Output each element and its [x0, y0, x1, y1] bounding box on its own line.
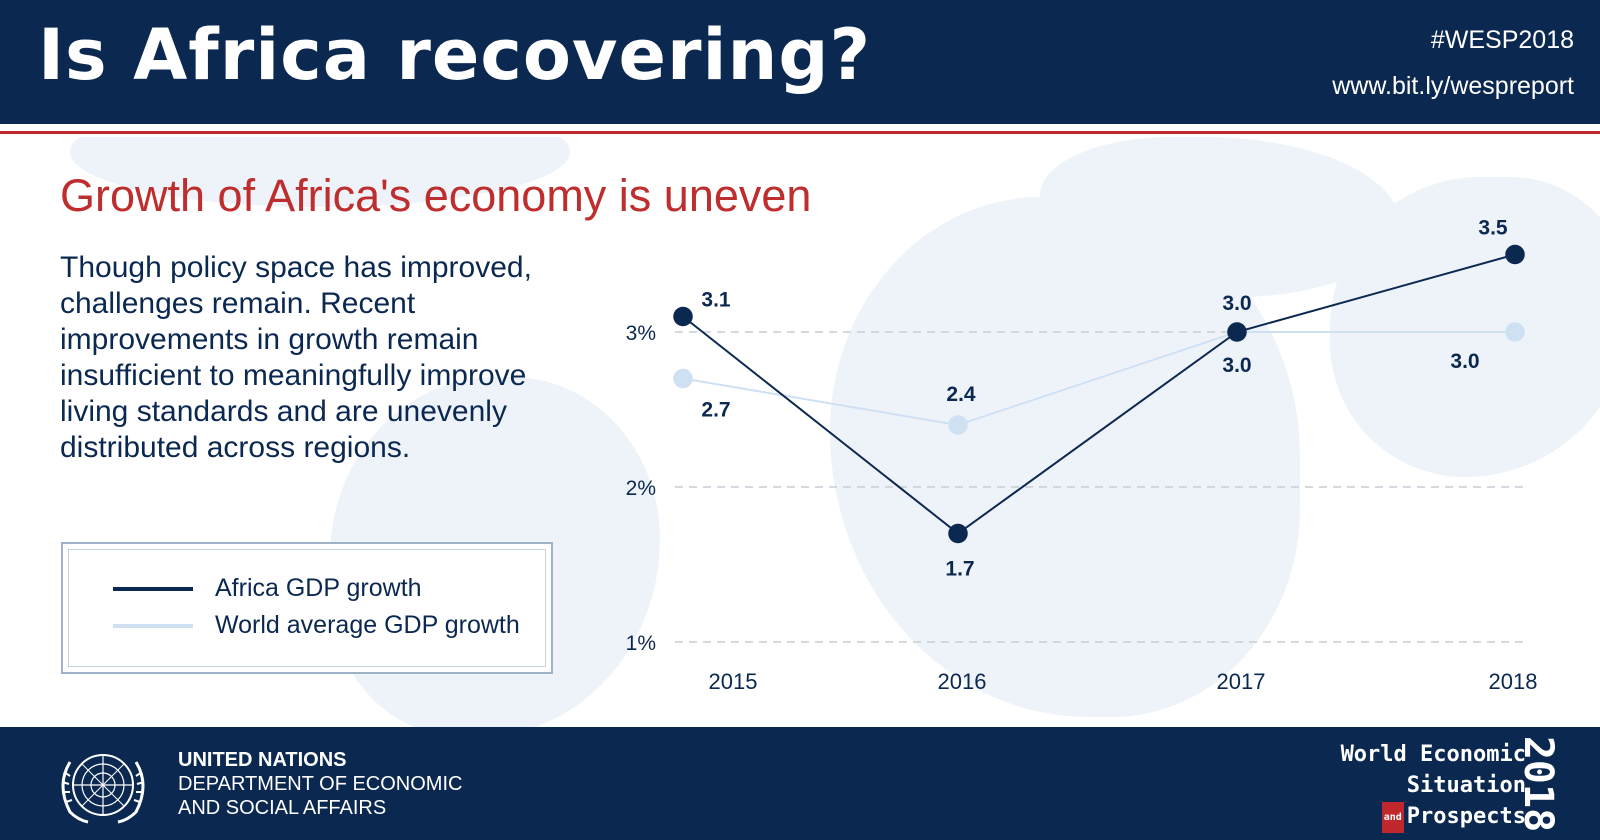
- data-point[interactable]: [673, 368, 693, 389]
- x-tick-label: 2018: [1489, 669, 1538, 694]
- report-year: 2018: [1514, 735, 1561, 833]
- data-label: 3.0: [1450, 350, 1479, 373]
- data-label: 3.1: [701, 289, 731, 312]
- data-label: 3.0: [1222, 292, 1251, 315]
- data-label: 3.0: [1222, 354, 1251, 377]
- data-point[interactable]: [673, 306, 693, 327]
- data-point[interactable]: [948, 415, 968, 435]
- footer-banner: UNITED NATIONS DEPARTMENT OF ECONOMIC AN…: [0, 727, 1600, 840]
- y-tick-label: 1%: [626, 632, 656, 655]
- report-link[interactable]: www.bit.ly/wespreport: [1332, 72, 1574, 100]
- y-tick-label: 3%: [626, 322, 656, 345]
- hashtag[interactable]: #WESP2018: [1430, 26, 1574, 54]
- chart-subtitle: Growth of Africa's economy is uneven: [60, 170, 812, 221]
- data-point[interactable]: [1227, 322, 1247, 342]
- header-divider: [0, 131, 1600, 134]
- legend-label-africa: Africa GDP growth: [215, 574, 422, 602]
- legend-frame: [68, 549, 546, 667]
- un-emblem-icon: [61, 754, 145, 824]
- x-tick-label: 2016: [938, 669, 987, 694]
- page-title: Is Africa recovering?: [38, 14, 872, 96]
- map-asia-shape: [1330, 177, 1600, 477]
- chart-legend: Africa GDP growth World average GDP grow…: [61, 542, 553, 674]
- legend-swatch-africa: [113, 587, 193, 591]
- data-point[interactable]: [1505, 322, 1525, 342]
- report-title: World Economic Situation and Prospects: [1341, 739, 1526, 833]
- un-name: UNITED NATIONS: [178, 749, 347, 771]
- un-department-line1: DEPARTMENT OF ECONOMIC: [178, 773, 463, 795]
- header-banner: Is Africa recovering? #WESP2018 www.bit.…: [0, 0, 1600, 124]
- data-label: 1.7: [945, 558, 974, 581]
- series-line: [682, 253, 1516, 535]
- data-point[interactable]: [948, 523, 968, 544]
- data-label: 3.5: [1478, 217, 1508, 240]
- report-and-badge: and: [1381, 801, 1404, 833]
- report-title-line3-wrap: and Prospects: [1341, 801, 1526, 833]
- description-text: Though policy space has improved, challe…: [60, 251, 532, 464]
- y-tick-label: 2%: [626, 477, 656, 500]
- data-point[interactable]: [1505, 244, 1525, 265]
- legend-label-world: World average GDP growth: [215, 611, 520, 639]
- data-label: 2.7: [701, 399, 730, 422]
- x-tick-label: 2017: [1217, 669, 1266, 694]
- un-department-line2: AND SOCIAL AFFAIRS: [178, 797, 387, 819]
- legend-swatch-world: [113, 624, 193, 628]
- report-title-line3: Prospects: [1406, 804, 1526, 829]
- line-chart: 3% 2% 1% 2015 2016 2017 2018 2.7 2.4 3.0 3.0 3.1 1.…: [626, 217, 1538, 695]
- x-tick-label: 2015: [709, 669, 758, 694]
- series-line: [682, 331, 1515, 427]
- report-title-line1: World Economic: [1340, 742, 1526, 767]
- report-title-line2: Situation: [1406, 773, 1526, 798]
- data-label: 2.4: [946, 383, 976, 406]
